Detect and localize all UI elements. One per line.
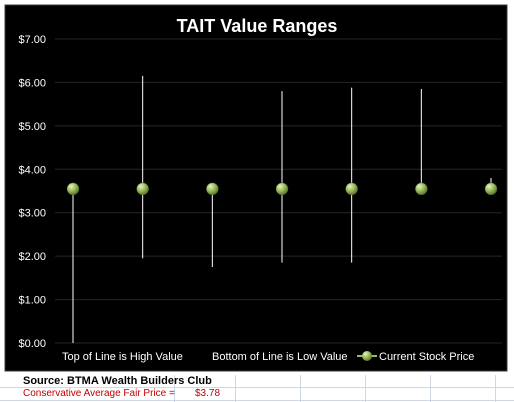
sheet-gridline [235, 375, 236, 402]
legend-entry-low: Bottom of Line is Low Value [212, 351, 348, 363]
range-lines [72, 75, 492, 343]
fair-price-label: Conservative Average Fair Price = [23, 388, 175, 399]
chart-frame: TAIT Value Ranges $0.00 $1.00 $2.00 $3.00 $4… [4, 4, 508, 372]
sheet-gridline [495, 375, 496, 402]
y-tick-label: $0.00 [18, 338, 46, 350]
source-text: Source: BTMA Wealth Builders Club [23, 375, 212, 387]
y-axis-tick-labels: $0.00 $1.00 $2.00 $3.00 $4.00 $5.00 $6.00 $7.00 [18, 34, 46, 350]
sheet-gridline [174, 375, 175, 402]
price-marker [275, 182, 289, 196]
sheet-gridline [300, 375, 301, 402]
source-row: Source: BTMA Wealth Builders Club [0, 375, 514, 388]
fair-price-value: $3.78 [195, 388, 221, 399]
legend: Top of Line is High Value Bottom of Line… [62, 351, 474, 363]
legend-entry-price: Current Stock Price [379, 351, 474, 363]
y-tick-label: $1.00 [18, 295, 46, 307]
chart-background [4, 4, 508, 372]
y-tick-label: $4.00 [18, 164, 46, 176]
y-tick-label: $6.00 [18, 77, 46, 89]
price-marker [136, 182, 149, 196]
price-marker [206, 182, 219, 196]
gridlines [55, 38, 502, 344]
legend-entry-high: Top of Line is High Value [62, 351, 183, 363]
chart-title: TAIT Value Ranges [177, 16, 338, 36]
y-tick-label: $5.00 [18, 121, 46, 133]
price-marker [415, 182, 428, 196]
legend-price-marker [362, 351, 372, 361]
sheet-gridline [430, 375, 431, 402]
y-tick-label: $3.00 [18, 208, 46, 220]
price-marker [484, 182, 498, 196]
sheet-gridline [365, 375, 366, 402]
price-markers [66, 182, 498, 196]
y-tick-label: $7.00 [18, 34, 46, 46]
price-marker [345, 182, 358, 196]
chart-svg: TAIT Value Ranges $0.00 $1.00 $2.00 $3.00 $4… [4, 4, 508, 372]
fair-price-row: Conservative Average Fair Price = $3.78 [0, 388, 514, 401]
y-tick-label: $2.00 [18, 251, 46, 263]
price-marker [66, 182, 80, 196]
